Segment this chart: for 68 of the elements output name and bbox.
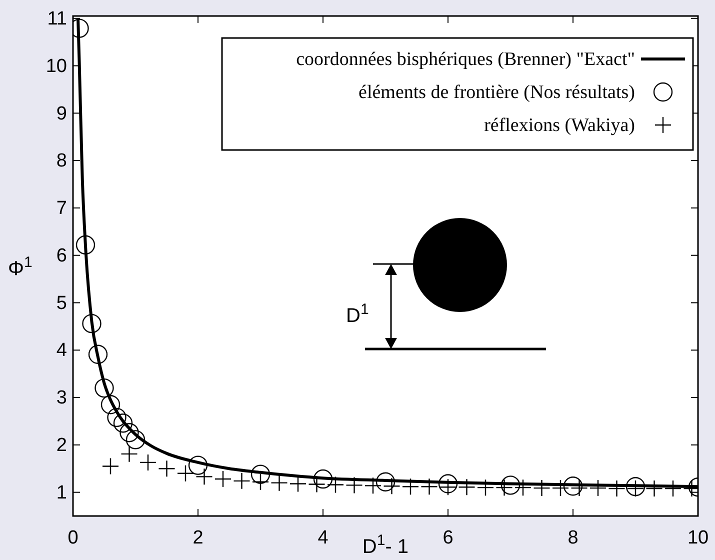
legend-label: réflexions (Wakiya) bbox=[484, 115, 635, 136]
point bbox=[383, 478, 400, 495]
point bbox=[270, 474, 288, 492]
point bbox=[552, 479, 570, 497]
point bbox=[102, 458, 120, 475]
point bbox=[496, 478, 513, 496]
point bbox=[107, 408, 126, 428]
point bbox=[438, 474, 458, 494]
x-tick-label: 0 bbox=[68, 527, 78, 548]
point bbox=[402, 478, 420, 496]
point bbox=[376, 472, 396, 492]
point bbox=[76, 235, 96, 255]
point bbox=[476, 478, 494, 496]
point bbox=[346, 476, 363, 494]
x-tick-label: 6 bbox=[442, 527, 454, 548]
point bbox=[326, 476, 344, 494]
annotation: D$^{1}$ bbox=[346, 300, 369, 327]
point bbox=[139, 454, 157, 472]
x-tick-label: 8 bbox=[568, 527, 578, 548]
point bbox=[664, 480, 682, 498]
y-tick-label: 3 bbox=[56, 388, 67, 409]
point bbox=[94, 378, 114, 398]
x-tick-label: 2 bbox=[192, 527, 204, 548]
point bbox=[252, 473, 270, 490]
point bbox=[188, 456, 208, 475]
point bbox=[214, 470, 232, 488]
point bbox=[533, 479, 550, 497]
x-tick-label: 10 bbox=[687, 527, 709, 548]
point bbox=[120, 422, 139, 442]
legend-label: éléments de frontière (Nos résultats) bbox=[358, 82, 635, 103]
y-tick-label: 8 bbox=[56, 150, 67, 172]
point bbox=[250, 464, 270, 484]
legend-label: coordonnées bisphériques (Brenner) "Exact" bbox=[296, 49, 635, 70]
point bbox=[563, 476, 583, 496]
point bbox=[308, 476, 326, 493]
point bbox=[113, 414, 133, 433]
y-tick-label: 7 bbox=[56, 198, 67, 220]
y-tick-label: 2 bbox=[56, 434, 67, 456]
point bbox=[196, 468, 213, 486]
point bbox=[313, 469, 333, 489]
y-tick-label: 4 bbox=[56, 340, 68, 362]
y-tick-label: 1 bbox=[56, 482, 67, 504]
point bbox=[570, 479, 588, 497]
point bbox=[82, 314, 102, 334]
y-tick-label: 5 bbox=[56, 292, 67, 314]
y-tick-label: 6 bbox=[56, 245, 67, 266]
y-axis-title: Φ$^{1}$ bbox=[8, 254, 32, 280]
y-tick-label: 9 bbox=[56, 103, 67, 124]
point bbox=[458, 478, 476, 496]
point bbox=[500, 476, 520, 495]
point bbox=[646, 480, 663, 498]
point bbox=[608, 480, 626, 498]
point bbox=[100, 395, 120, 414]
point bbox=[120, 445, 138, 463]
point bbox=[514, 478, 532, 496]
point bbox=[364, 477, 382, 494]
point bbox=[158, 460, 176, 478]
point bbox=[176, 464, 194, 482]
point bbox=[420, 478, 438, 496]
y-tick-label: 11 bbox=[47, 8, 67, 30]
point bbox=[233, 472, 250, 490]
point bbox=[88, 344, 108, 364]
point bbox=[589, 479, 607, 497]
y-tick-label: 10 bbox=[46, 56, 67, 77]
x-tick-label: 4 bbox=[318, 527, 329, 548]
x-axis-title: D$^{1}$- 1 bbox=[362, 532, 409, 558]
point bbox=[126, 430, 146, 450]
point bbox=[439, 478, 457, 496]
